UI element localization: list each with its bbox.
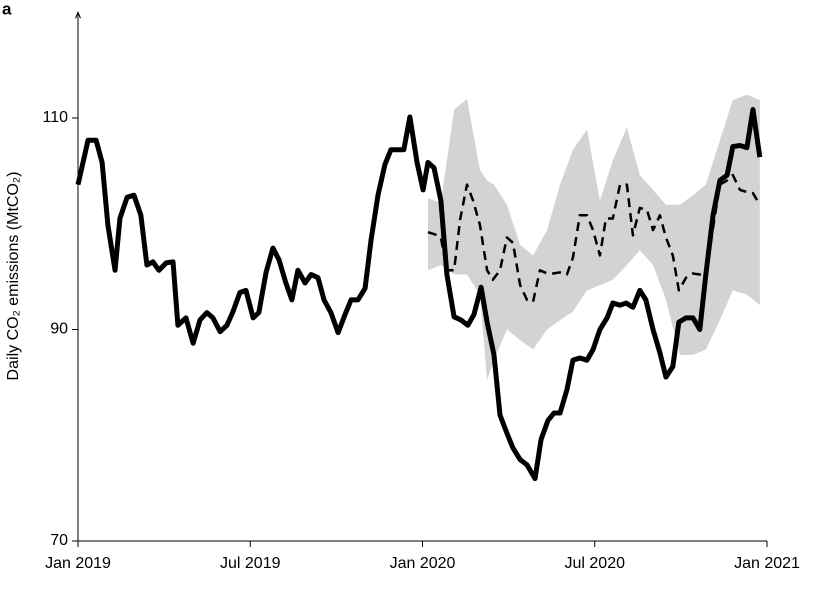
y-tick-label: 90 (50, 321, 68, 338)
x-tick-label: Jul 2020 (565, 555, 626, 572)
x-tick-label: Jan 2021 (734, 555, 800, 572)
dashed-line (427, 173, 761, 304)
y-axis-arrow (75, 10, 81, 19)
x-tick-label: Jan 2020 (390, 555, 456, 572)
x-tick-label: Jul 2019 (220, 555, 281, 572)
y-tick-label: 70 (50, 532, 68, 549)
panel-label: a (2, 0, 12, 18)
y-tick-label: 110 (42, 109, 68, 126)
y-axis-label: Daily CO₂ emissions (MtCO₂) (5, 172, 22, 381)
solid-line (75, 107, 763, 482)
x-tick-label: Jan 2019 (45, 555, 111, 572)
